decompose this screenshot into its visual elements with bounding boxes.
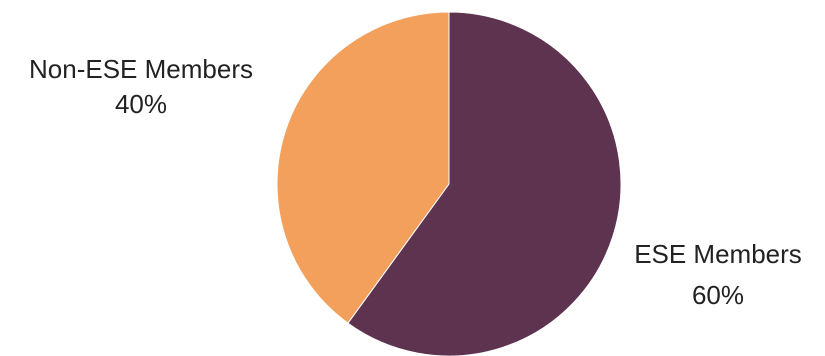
slice-label-non-ese-name: Non-ESE Members xyxy=(29,54,253,84)
pie-slices xyxy=(276,11,622,356)
slice-label-ese: ESE Members 60% xyxy=(634,239,802,310)
slice-label-non-ese: Non-ESE Members 40% xyxy=(29,54,253,119)
pie-slice-non-ese-members xyxy=(276,11,450,324)
slice-label-ese-percent: 60% xyxy=(692,280,744,310)
slice-label-ese-name: ESE Members xyxy=(634,239,802,269)
pie-slice-ese-members xyxy=(347,11,622,356)
slice-label-non-ese-percent: 40% xyxy=(115,89,167,119)
